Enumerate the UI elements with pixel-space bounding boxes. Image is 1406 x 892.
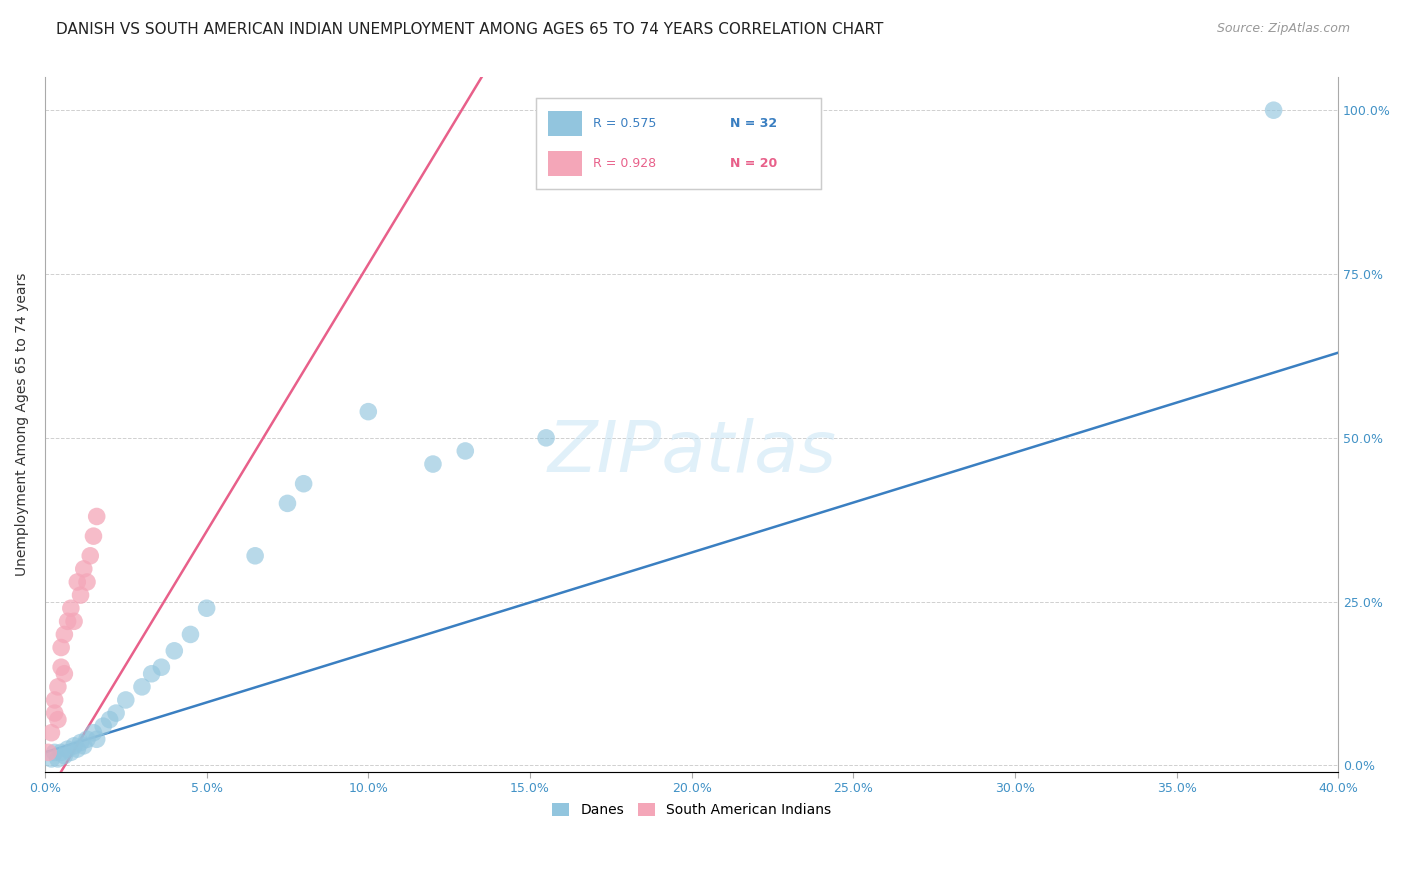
Point (46, 713, 69, 727)
Text: Source: ZipAtlas.com: Source: ZipAtlas.com (1216, 22, 1350, 36)
Point (86, 732, 108, 747)
Point (66, 742, 89, 756)
Point (59, 601, 82, 615)
Point (179, 627, 201, 641)
Point (53, 748, 76, 763)
Point (82, 529, 104, 543)
Point (41, 725, 63, 739)
Point (82, 725, 104, 739)
Point (131, 680, 153, 694)
Text: DANISH VS SOUTH AMERICAN INDIAN UNEMPLOYMENT AMONG AGES 65 TO 74 YEARS CORRELATI: DANISH VS SOUTH AMERICAN INDIAN UNEMPLOY… (56, 22, 883, 37)
Point (69, 735, 91, 749)
Point (1263, 103, 1285, 118)
Point (56, 615, 79, 629)
Y-axis label: Unemployment Among Ages 65 to 74 years: Unemployment Among Ages 65 to 74 years (15, 273, 30, 576)
Point (46, 752, 69, 766)
Point (44, 745, 66, 759)
Point (454, 444, 477, 458)
Point (114, 693, 136, 707)
Point (69, 588, 91, 602)
Point (243, 549, 266, 563)
Point (98, 713, 121, 727)
Point (422, 457, 444, 471)
Point (59, 745, 82, 759)
Point (91, 719, 114, 733)
Point (41, 752, 63, 766)
Point (63, 615, 86, 629)
Point (357, 404, 380, 418)
Point (105, 706, 128, 720)
Point (49, 660, 72, 674)
Point (53, 666, 76, 681)
Point (195, 601, 218, 615)
Point (76, 732, 98, 747)
Point (44, 706, 66, 720)
Point (534, 431, 557, 445)
Point (86, 509, 108, 524)
Point (63, 739, 86, 753)
Point (73, 739, 96, 753)
Point (163, 644, 186, 658)
Point (292, 476, 315, 491)
Point (53, 627, 76, 641)
Point (79, 549, 101, 563)
Point (46, 680, 69, 694)
Point (49, 640, 72, 655)
Text: ZIPatlas: ZIPatlas (547, 418, 837, 487)
Point (37, 745, 59, 759)
Point (66, 574, 89, 589)
Point (49, 745, 72, 759)
Point (150, 660, 173, 674)
Legend: Danes, South American Indians: Danes, South American Indians (546, 797, 838, 824)
Point (141, 666, 163, 681)
Point (73, 562, 96, 576)
Point (276, 496, 298, 510)
Point (56, 742, 79, 756)
Point (76, 574, 98, 589)
Point (44, 693, 66, 707)
